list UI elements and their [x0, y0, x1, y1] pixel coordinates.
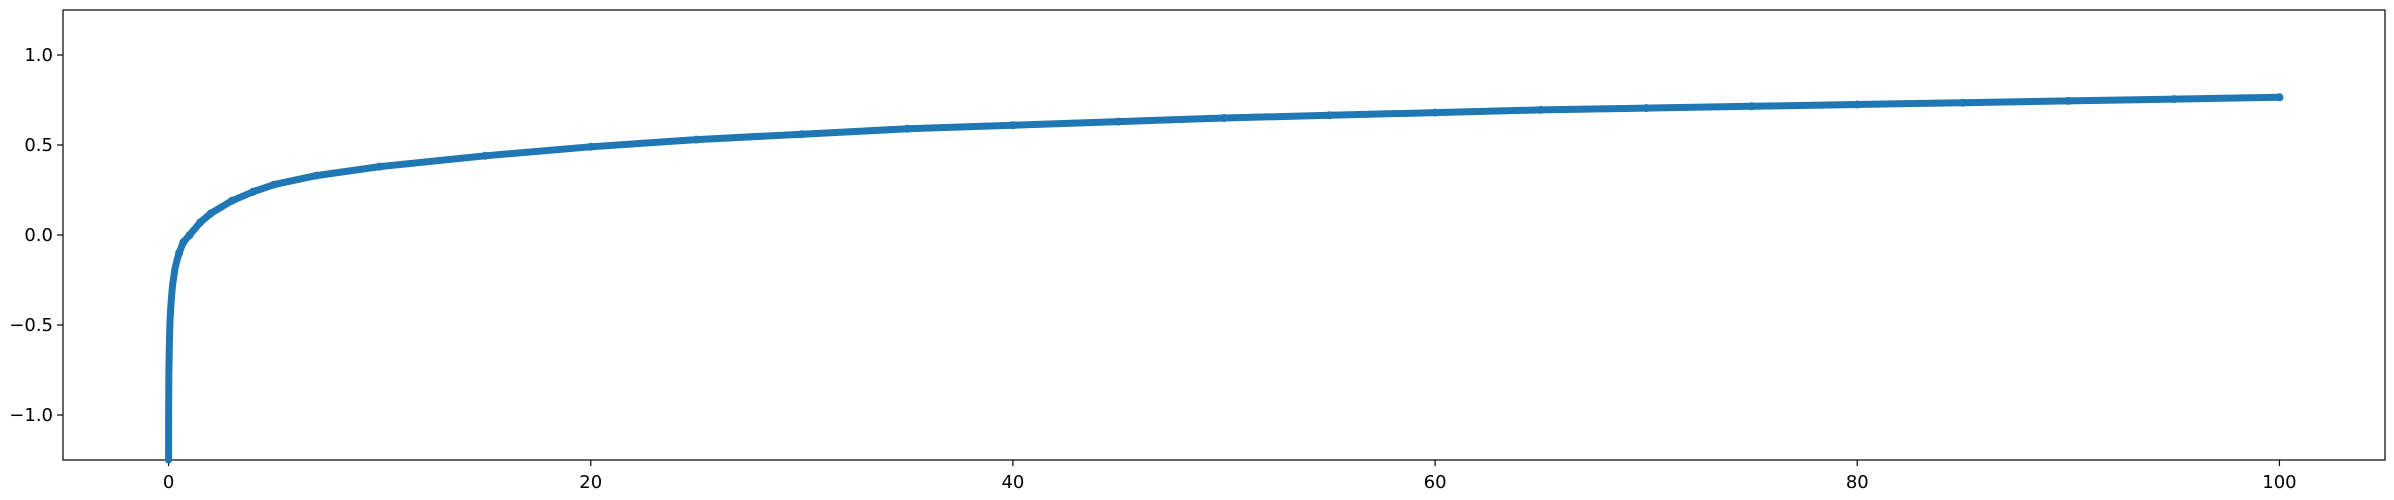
data-point	[169, 280, 176, 287]
data-point	[165, 397, 172, 404]
data-point	[165, 385, 172, 391]
x-tick-label: 60	[1424, 472, 1447, 493]
data-point	[168, 291, 175, 298]
data-point	[2064, 96, 2073, 105]
x-tick-label: 20	[579, 472, 602, 493]
data-point	[175, 249, 184, 257]
y-tick-label: 0.5	[24, 135, 53, 156]
y-tick-label: 1.0	[24, 45, 53, 66]
data-point	[1958, 98, 1967, 107]
y-tick-label: −0.5	[9, 315, 53, 336]
data-point	[481, 151, 490, 160]
data-point	[166, 331, 173, 337]
data-point	[179, 238, 188, 247]
x-tick-label: 80	[1846, 472, 1869, 493]
series-line	[165, 93, 2283, 464]
x-axis-ticks: 0 20 40 60 80 100	[163, 460, 2297, 493]
y-tick-label: −1.0	[9, 405, 53, 426]
y-tick-label: 0.0	[24, 225, 53, 246]
data-point	[270, 180, 279, 189]
data-point	[248, 187, 257, 196]
data-point	[1536, 105, 1545, 114]
data-point	[586, 142, 595, 151]
data-point	[1325, 111, 1334, 120]
data-point	[165, 457, 172, 463]
plot-frame	[62, 9, 2386, 461]
data-point	[165, 417, 172, 424]
data-point	[797, 130, 806, 139]
x-tick-label: 0	[163, 472, 174, 493]
data-point	[1853, 100, 1862, 109]
data-point	[375, 162, 384, 171]
data-point	[1114, 117, 1123, 126]
data-point	[173, 257, 180, 264]
data-point	[165, 372, 172, 379]
data-point	[166, 340, 173, 346]
data-point	[1220, 114, 1228, 122]
data-point	[903, 124, 912, 133]
data-point	[2169, 95, 2178, 104]
data-point	[165, 363, 172, 370]
data-point	[167, 305, 174, 312]
data-point	[1747, 102, 1756, 111]
data-point	[2275, 93, 2284, 102]
data-point	[185, 231, 194, 239]
x-tick-label: 40	[1001, 472, 1024, 493]
data-point	[196, 218, 205, 227]
data-point	[312, 171, 321, 180]
data-point	[227, 196, 236, 205]
x-tick-label: 100	[2262, 472, 2296, 493]
data-point	[171, 266, 178, 273]
data-point	[1008, 121, 1017, 130]
data-point	[166, 350, 173, 357]
data-point	[1642, 104, 1651, 113]
data-point	[1431, 108, 1440, 117]
data-point	[692, 135, 701, 144]
series-layer	[165, 93, 2284, 464]
y-axis-ticks: −1.0 −0.5 0.0 0.5 1.0	[9, 45, 63, 426]
data-point	[206, 209, 215, 218]
data-point	[167, 318, 174, 325]
